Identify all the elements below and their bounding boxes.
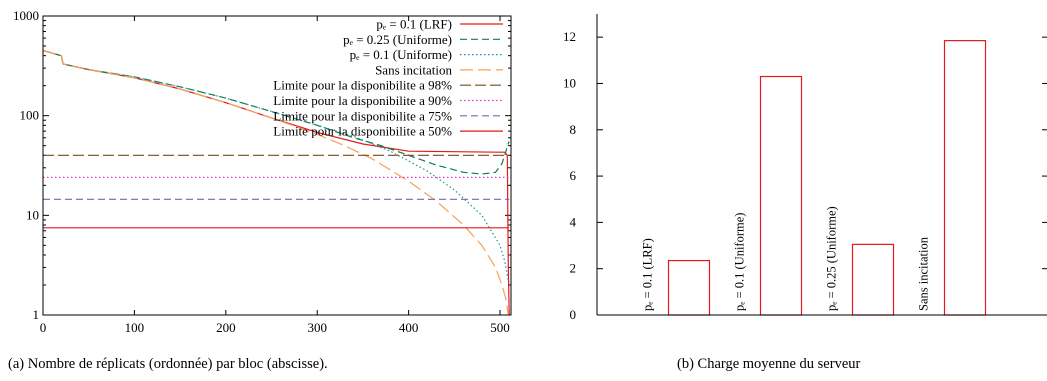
legend-label: Limite pour la disponibilite a 50% [273,124,452,139]
y-tick-label: 0 [570,307,577,322]
y-tick-label: 2 [570,261,577,276]
legend-label: Limite pour la disponibilite a 75% [273,108,452,123]
y-tick-label: 10 [563,75,576,90]
x-tick-label: 200 [216,320,236,335]
x-tick-label: 100 [125,320,145,335]
line-chart-frame [42,15,512,316]
bar-category-label: Sans incitation [917,236,931,311]
legend-label: pₑ = 0.1 (Uniforme) [350,47,452,62]
legend-label: pₑ = 0.1 (LRF) [376,17,452,32]
y-tick-label: 8 [570,122,577,137]
y-tick-label: 6 [570,168,577,183]
x-tick-label: 500 [490,320,510,335]
legend-label: pₑ = 0.25 (Uniforme) [343,32,452,47]
x-tick-label: 0 [40,320,47,335]
x-tick-label: 300 [307,320,327,335]
legend-label: Sans incitation [375,62,452,77]
y-tick-label: 1 [33,307,40,322]
bar-category-label: pₑ = 0.1 (Uniforme) [733,213,747,311]
bar-category-label: pₑ = 0.1 (LRF) [641,238,655,311]
legend-label: Limite pour la disponibilite a 98% [273,78,452,93]
bar-category-label: pₑ = 0.25 (Uniforme) [825,206,839,311]
y-tick-label: 4 [570,214,577,229]
y-tick-label: 100 [20,108,40,123]
legend-label: Limite pour la disponibilite a 90% [273,93,452,108]
caption-left: (a) Nombre de réplicats (ordonnée) par b… [8,356,328,372]
bar [667,259,711,316]
bar [759,75,803,316]
server-load-bar-chart: 0 2 4 6 8 10 12 pₑ = 0.1 (LRF) pₑ = 0.1 (Unifor… [563,14,1047,322]
bar [851,243,895,316]
x-tick-label: 400 [399,320,419,335]
caption-right: (b) Charge moyenne du serveur [677,356,861,372]
y-tick-label: 10 [26,207,39,222]
y-tick-label: 12 [563,29,576,44]
y-tick-label: 1000 [13,8,39,23]
replicas-line-chart: 0 100 200 300 400 500 1 10 100 1000 pₑ = 0.1 (LRF… [13,8,512,335]
bar [943,40,987,316]
